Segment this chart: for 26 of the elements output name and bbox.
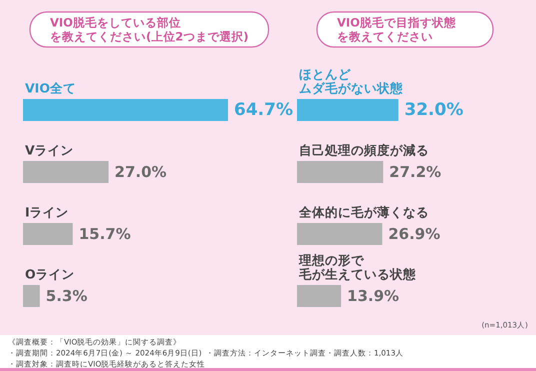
- data-label: 13.9%: [347, 287, 400, 305]
- y-tick-label: VIO全て: [25, 80, 76, 96]
- data-label: 15.7%: [78, 225, 131, 243]
- bar: [297, 99, 398, 121]
- bar: [23, 223, 73, 245]
- y-tick-label: 全体的に毛が薄くなる: [298, 204, 429, 220]
- bar: [297, 285, 342, 307]
- bar: [23, 161, 109, 183]
- data-label: 64.7%: [234, 100, 293, 120]
- y-tick-label: 自己処理の頻度が減る: [299, 142, 429, 158]
- data-label: 26.9%: [388, 225, 440, 243]
- bar: [297, 223, 382, 245]
- y-tick-label: Vライン: [25, 142, 74, 158]
- data-label: 27.2%: [389, 163, 442, 181]
- y-tick-label: ほとんどムダ毛がない状態: [299, 66, 404, 96]
- bar: [297, 161, 384, 183]
- data-label: 27.0%: [114, 163, 167, 181]
- data-label: 5.3%: [46, 287, 88, 305]
- bar: [23, 285, 40, 307]
- bar: [23, 99, 228, 121]
- chart-title: VIO脱毛をしている部位を教えてください(上位2つまで選択): [50, 16, 249, 44]
- y-tick-label: Oライン: [25, 266, 75, 282]
- y-tick-label: Iライン: [25, 204, 69, 220]
- data-label: 32.0%: [404, 100, 464, 120]
- y-tick-label: 理想の形で毛が生えている状態: [298, 252, 417, 282]
- chart-title: VIO脱毛で目指す状態を教えてください: [337, 16, 457, 44]
